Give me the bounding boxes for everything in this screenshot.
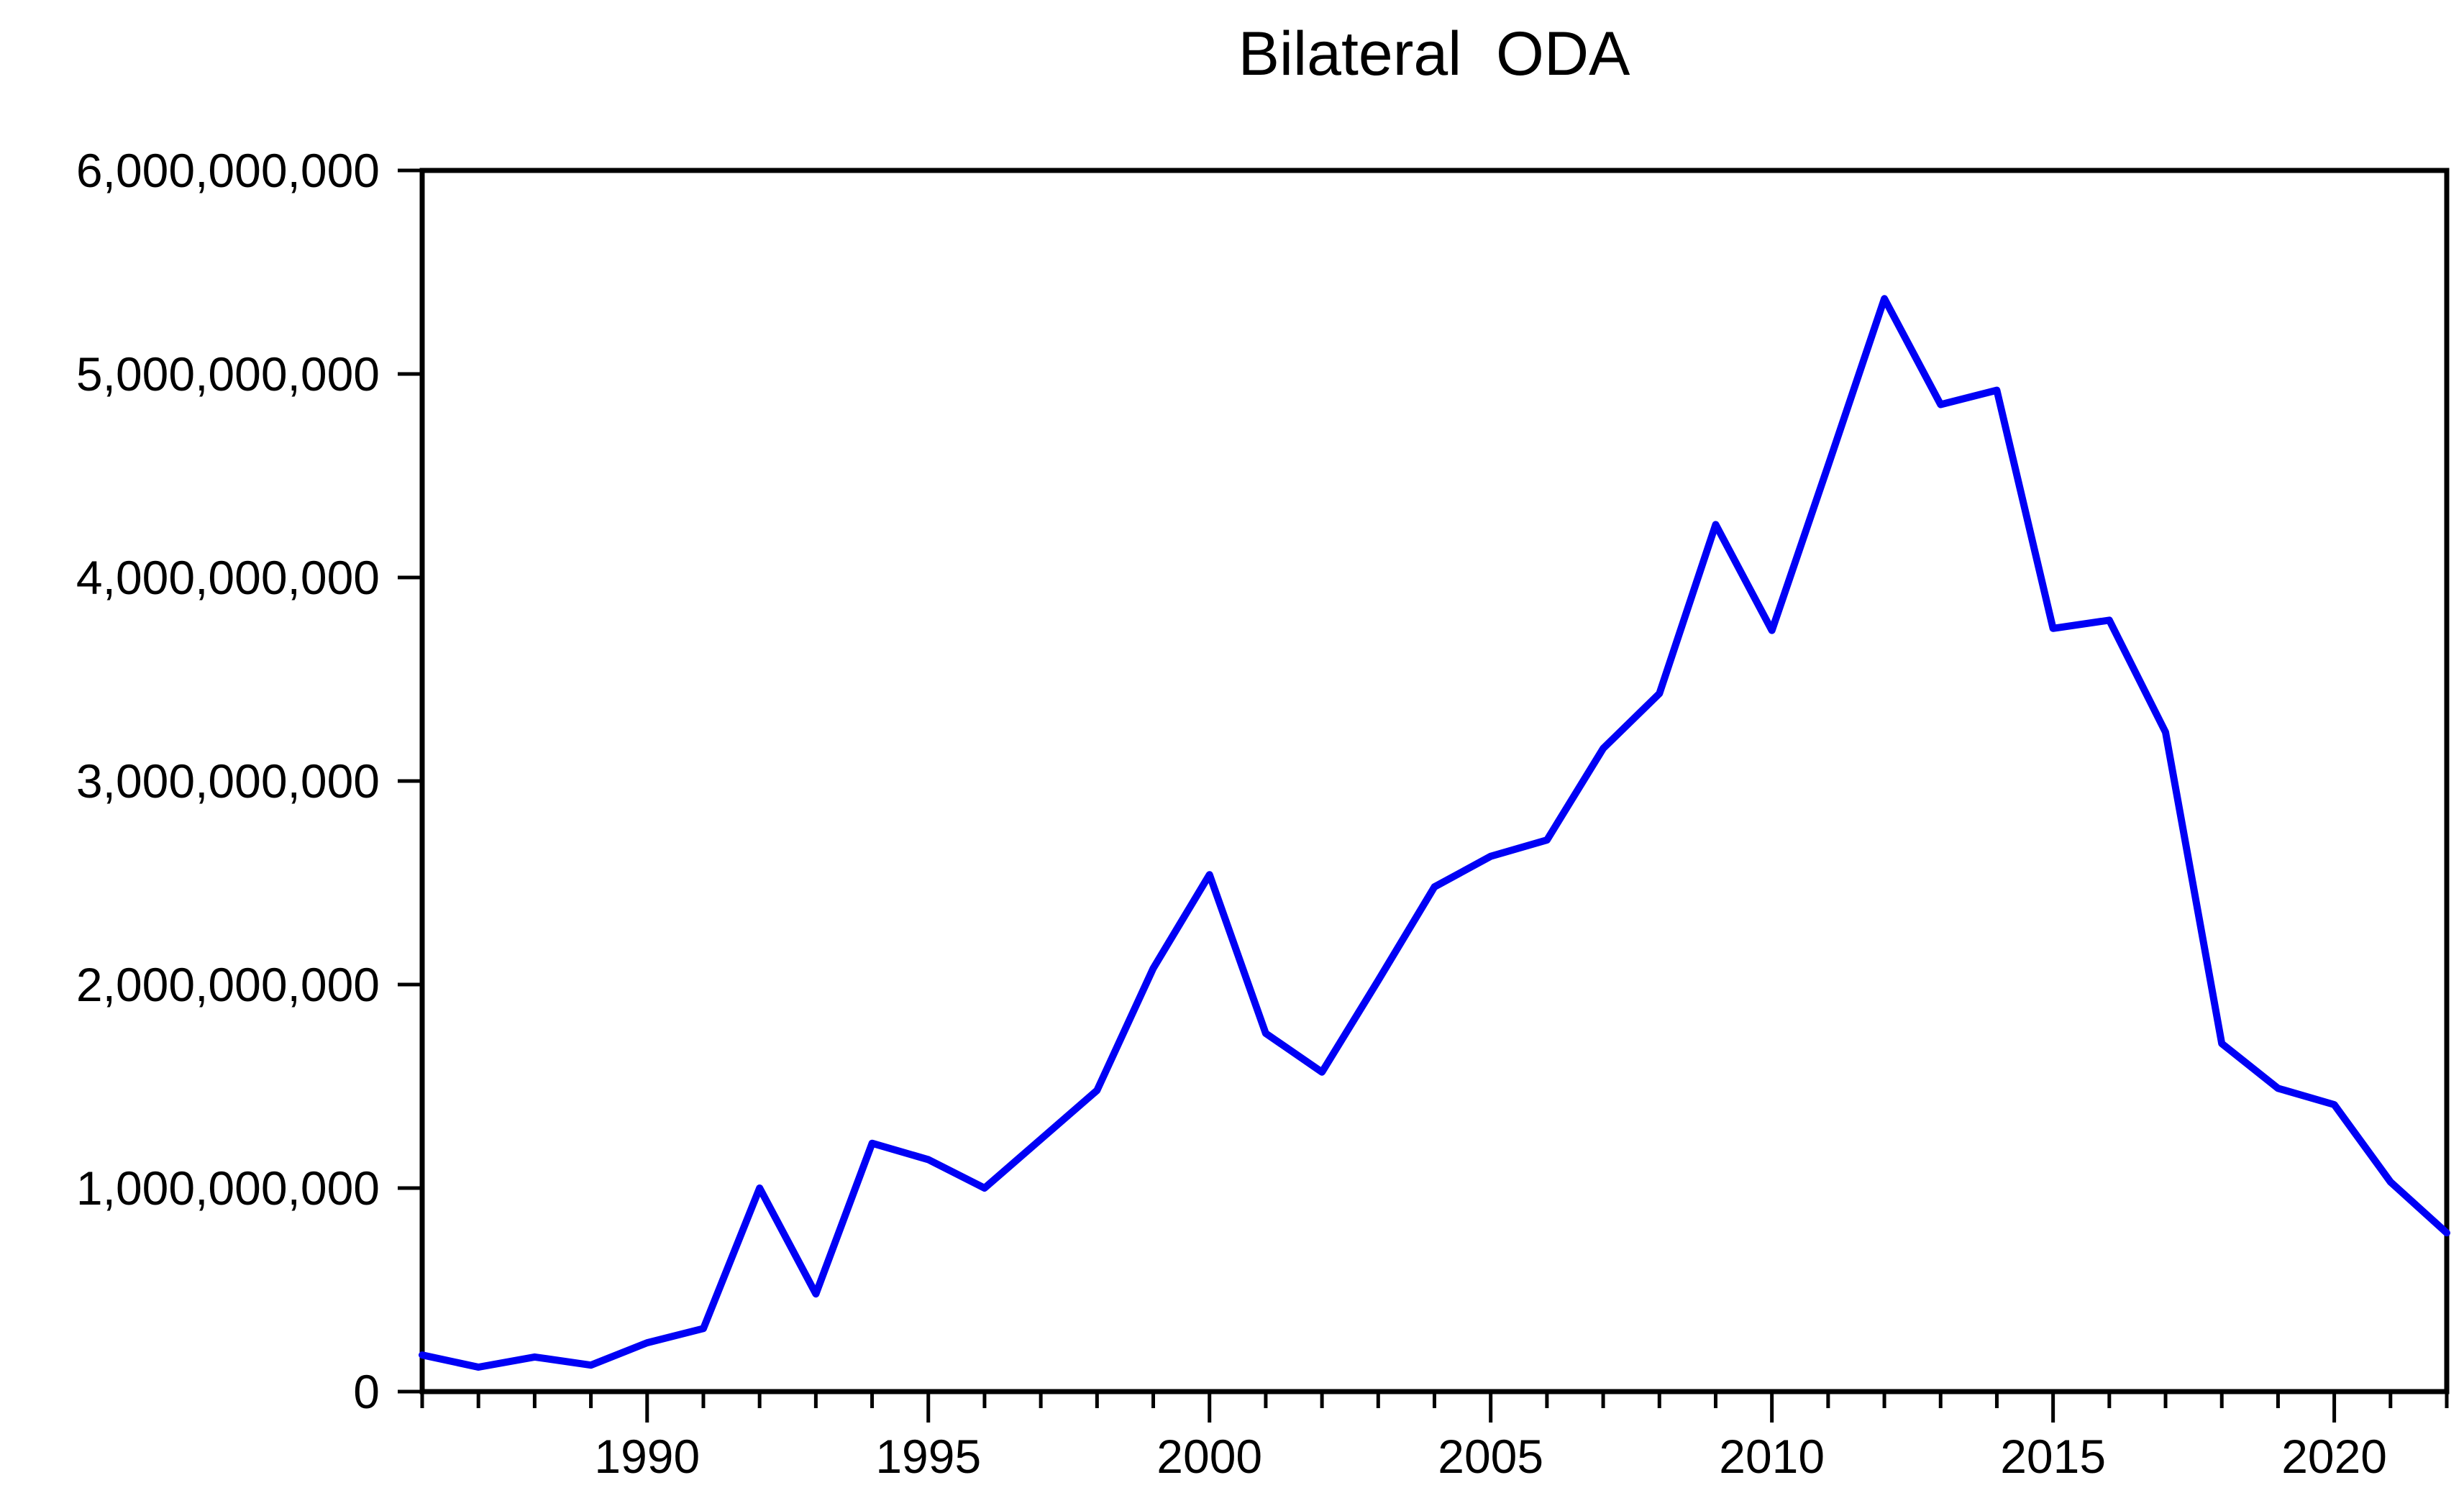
y-axis-ticks (398, 168, 422, 1394)
chart-title: Bilateral ODA (1238, 19, 1630, 88)
y-tick-label: 2,000,000,000 (76, 958, 380, 1011)
plot-border (419, 168, 2450, 1394)
x-tick-label: 2020 (2281, 1430, 2387, 1483)
y-tick-label: 4,000,000,000 (76, 551, 380, 604)
y-tick-label: 0 (353, 1365, 380, 1418)
y-axis-labels: 0 1,000,000,000 2,000,000,000 3,000,000,000… (76, 144, 380, 1418)
x-tick-label: 2010 (1719, 1430, 1825, 1483)
x-tick-label: 2015 (2000, 1430, 2106, 1483)
x-axis-labels: 1990 1995 2000 2005 2010 2015 2020 (594, 1430, 2387, 1483)
oda-series-line (419, 295, 2450, 1371)
y-tick-label: 3,000,000,000 (76, 754, 380, 808)
y-tick-label: 6,000,000,000 (76, 144, 380, 197)
x-tick-label: 2000 (1156, 1430, 1262, 1483)
x-tick-label: 1995 (875, 1430, 981, 1483)
x-tick-label: 2005 (1438, 1430, 1543, 1483)
y-tick-label: 5,000,000,000 (76, 347, 380, 401)
x-tick-label: 1990 (594, 1430, 700, 1483)
data-series (419, 295, 2450, 1371)
x-axis-major-ticks (645, 1392, 2337, 1423)
x-axis-minor-ticks (420, 1392, 2449, 1408)
y-tick-label: 1,000,000,000 (76, 1161, 380, 1215)
